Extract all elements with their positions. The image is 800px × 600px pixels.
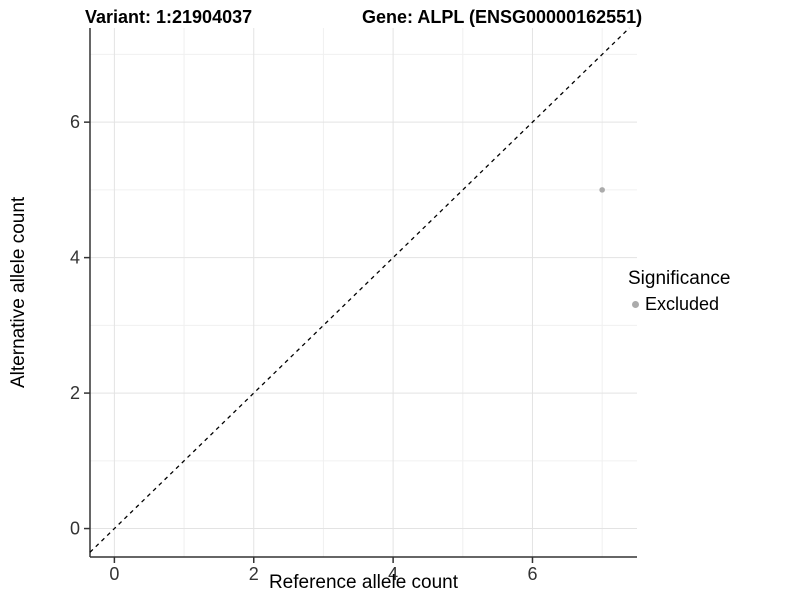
x-tick-label: 0 [109, 564, 119, 584]
identity-dashed-line [89, 27, 630, 553]
legend-entry-label: Excluded [645, 294, 720, 314]
y-tick-label: 0 [70, 519, 80, 539]
legend: Significance Excluded [628, 268, 730, 315]
x-tick-label: 4 [388, 564, 398, 584]
y-tick-label: 2 [70, 383, 80, 403]
grid-minor [90, 28, 637, 557]
legend-point-icon [632, 301, 639, 308]
axis-lines [89, 28, 637, 558]
y-tick-label: 4 [70, 248, 80, 268]
legend-entry-excluded: Excluded [628, 294, 730, 315]
x-axis-label: Reference allele count [268, 572, 459, 593]
axis-ticks [84, 121, 534, 563]
tick-labels: 0 2 4 6 0 2 4 6 [70, 112, 538, 584]
grid-major [90, 28, 637, 557]
plot-title-gene: Gene: ALPL (ENSG00000162551) [362, 7, 643, 27]
y-tick-label: 6 [70, 112, 80, 132]
data-point [599, 187, 605, 193]
x-tick-label: 6 [527, 564, 537, 584]
plot-title-variant: Variant: 1:21904037 [85, 7, 253, 27]
x-tick-label: 2 [249, 564, 259, 584]
y-axis-label: Alternative allele count [8, 196, 29, 389]
legend-title: Significance [628, 268, 731, 289]
data-points [599, 187, 605, 193]
